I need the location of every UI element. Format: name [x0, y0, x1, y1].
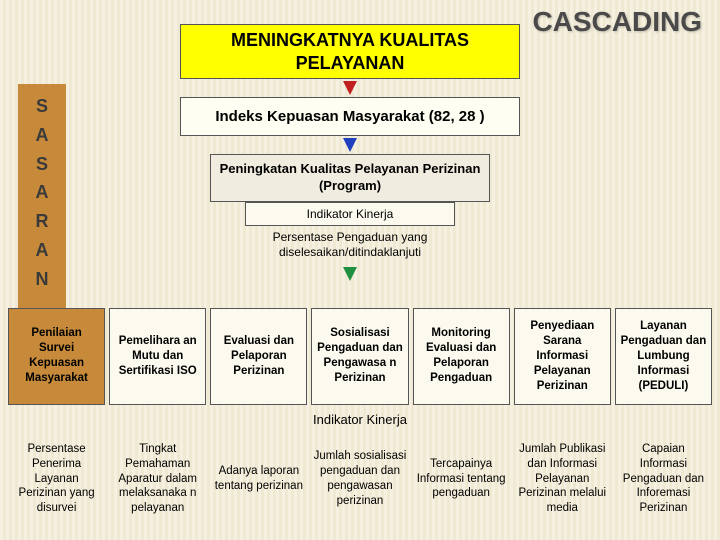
flow-node-top: MENINGKATNYA KUALITAS PELAYANAN — [180, 24, 520, 79]
activity-cell: Penyediaan Sarana Informasi Pelayanan Pe… — [514, 308, 611, 405]
activity-cell: Sosialisasi Pengaduan dan Pengawasa n Pe… — [311, 308, 408, 405]
sidebar-letter: S — [18, 92, 66, 121]
activity-cell: Pemelihara an Mutu dan Sertifikasi ISO — [109, 308, 206, 405]
activity-cell: Monitoring Evaluasi dan Pelaporan Pengad… — [413, 308, 510, 405]
indicator-cell: Adanya laporan tentang perizinan — [210, 434, 307, 524]
flow-node-indikator: Indikator Kinerja — [245, 202, 455, 226]
activities-row: Penilaian Survei Kepuasan Masyarakat Pem… — [8, 308, 712, 405]
indicators-row: Persentase Penerima Layanan Perizinan ya… — [8, 434, 712, 524]
sidebar-letter: A — [18, 178, 66, 207]
flow-node-index: Indeks Kepuasan Masyarakat (82, 28 ) — [180, 97, 520, 136]
sidebar-letter: R — [18, 207, 66, 236]
sidebar-letter: S — [18, 150, 66, 179]
indicator-cell: Tercapainya Informasi tentang pengaduan — [413, 434, 510, 524]
sasaran-sidebar: S A S A R A N — [18, 84, 66, 310]
flow-node-persentase: Persentase Pengaduan yang diselesaikan/d… — [225, 226, 475, 265]
flow-node-program: Peningkatan Kualitas Pelayanan Perizinan… — [210, 154, 490, 202]
arrow-icon — [343, 138, 357, 152]
activity-cell: Layanan Pengaduan dan Lumbung Informasi … — [615, 308, 712, 405]
indicator-cell: Jumlah sosialisasi pengaduan dan pengawa… — [311, 434, 408, 524]
indicator-cell: Persentase Penerima Layanan Perizinan ya… — [8, 434, 105, 524]
indikator-label: Indikator Kinerja — [8, 412, 712, 427]
indikator-label-row: Indikator Kinerja — [8, 412, 712, 427]
indicator-cell: Jumlah Publikasi dan Informasi Pelayanan… — [514, 434, 611, 524]
activity-cell: Evaluasi dan Pelaporan Perizinan — [210, 308, 307, 405]
sidebar-letter: N — [18, 265, 66, 294]
indicator-cell: Capaian Informasi Pengaduan dan Inforema… — [615, 434, 712, 524]
sidebar-letter: A — [18, 121, 66, 150]
sidebar-letter: A — [18, 236, 66, 265]
cascading-flow: MENINGKATNYA KUALITAS PELAYANAN Indeks K… — [140, 24, 560, 283]
activity-cell: Penilaian Survei Kepuasan Masyarakat — [8, 308, 105, 405]
indicator-cell: Tingkat Pemahaman Aparatur dalam melaksa… — [109, 434, 206, 524]
arrow-icon — [343, 81, 357, 95]
arrow-icon — [343, 267, 357, 281]
